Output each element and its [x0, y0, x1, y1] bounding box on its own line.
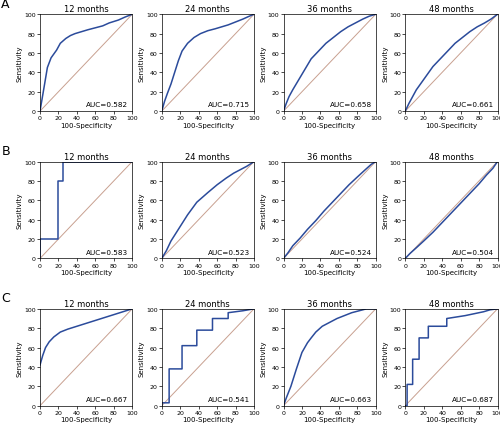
- X-axis label: 100-Specificity: 100-Specificity: [182, 416, 234, 422]
- Text: AUC=0.524: AUC=0.524: [330, 249, 372, 255]
- Y-axis label: Sensitivity: Sensitivity: [382, 45, 388, 82]
- Y-axis label: Sensitivity: Sensitivity: [17, 192, 23, 229]
- X-axis label: 100-Specificity: 100-Specificity: [182, 122, 234, 128]
- Y-axis label: Sensitivity: Sensitivity: [382, 339, 388, 376]
- Text: AUC=0.582: AUC=0.582: [86, 102, 128, 108]
- Y-axis label: Sensitivity: Sensitivity: [260, 339, 266, 376]
- Y-axis label: Sensitivity: Sensitivity: [382, 192, 388, 229]
- X-axis label: 100-Specificity: 100-Specificity: [426, 122, 478, 128]
- Title: 24 months: 24 months: [186, 299, 230, 308]
- X-axis label: 100-Specificity: 100-Specificity: [60, 416, 112, 422]
- Text: B: B: [2, 145, 10, 158]
- Text: AUC=0.523: AUC=0.523: [208, 249, 250, 255]
- Y-axis label: Sensitivity: Sensitivity: [260, 192, 266, 229]
- Y-axis label: Sensitivity: Sensitivity: [138, 192, 144, 229]
- Y-axis label: Sensitivity: Sensitivity: [17, 339, 23, 376]
- Title: 12 months: 12 months: [64, 6, 108, 14]
- Title: 24 months: 24 months: [186, 152, 230, 161]
- X-axis label: 100-Specificity: 100-Specificity: [304, 122, 356, 128]
- Title: 48 months: 48 months: [429, 152, 474, 161]
- Title: 24 months: 24 months: [186, 6, 230, 14]
- Title: 36 months: 36 months: [307, 6, 352, 14]
- Title: 48 months: 48 months: [429, 299, 474, 308]
- X-axis label: 100-Specificity: 100-Specificity: [426, 416, 478, 422]
- X-axis label: 100-Specificity: 100-Specificity: [60, 270, 112, 275]
- Y-axis label: Sensitivity: Sensitivity: [138, 45, 144, 82]
- Text: AUC=0.583: AUC=0.583: [86, 249, 128, 255]
- Text: AUC=0.687: AUC=0.687: [452, 396, 494, 402]
- Text: AUC=0.661: AUC=0.661: [452, 102, 494, 108]
- Text: AUC=0.541: AUC=0.541: [208, 396, 250, 402]
- X-axis label: 100-Specificity: 100-Specificity: [304, 270, 356, 275]
- Title: 48 months: 48 months: [429, 6, 474, 14]
- Y-axis label: Sensitivity: Sensitivity: [260, 45, 266, 82]
- X-axis label: 100-Specificity: 100-Specificity: [182, 270, 234, 275]
- Title: 36 months: 36 months: [307, 152, 352, 161]
- Text: AUC=0.658: AUC=0.658: [330, 102, 372, 108]
- Title: 12 months: 12 months: [64, 152, 108, 161]
- Title: 36 months: 36 months: [307, 299, 352, 308]
- Text: A: A: [2, 0, 10, 11]
- Text: AUC=0.504: AUC=0.504: [452, 249, 494, 255]
- X-axis label: 100-Specificity: 100-Specificity: [304, 416, 356, 422]
- Y-axis label: Sensitivity: Sensitivity: [138, 339, 144, 376]
- Title: 12 months: 12 months: [64, 299, 108, 308]
- X-axis label: 100-Specificity: 100-Specificity: [60, 122, 112, 128]
- Y-axis label: Sensitivity: Sensitivity: [17, 45, 23, 82]
- X-axis label: 100-Specificity: 100-Specificity: [426, 270, 478, 275]
- Text: AUC=0.715: AUC=0.715: [208, 102, 250, 108]
- Text: AUC=0.667: AUC=0.667: [86, 396, 128, 402]
- Text: C: C: [2, 292, 10, 305]
- Text: AUC=0.663: AUC=0.663: [330, 396, 372, 402]
